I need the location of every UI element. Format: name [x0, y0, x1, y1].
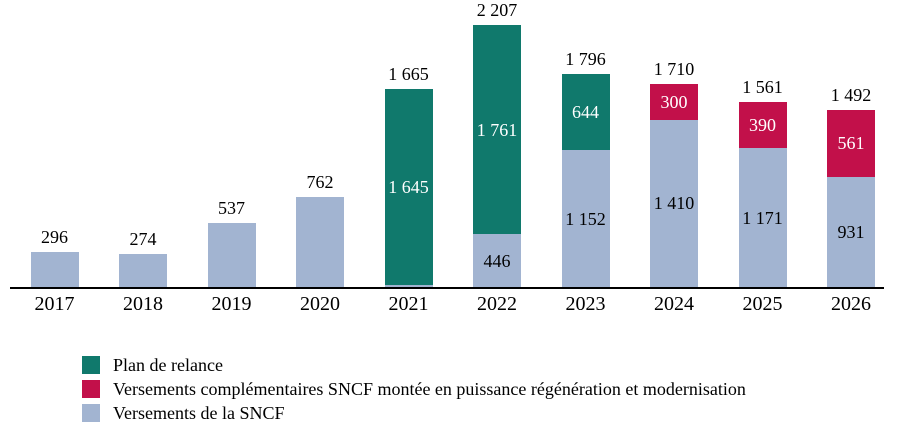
bar-segment: 1 152 [561, 150, 610, 287]
legend-item-versements-sncf: Versements de la SNCF [82, 404, 746, 422]
x-axis-tick-label: 2023 [565, 293, 606, 315]
bar-segment: 1 645 [384, 89, 433, 285]
total-label: 537 [218, 198, 245, 219]
bar-segment: 931 [827, 176, 875, 287]
bar-column-2026: 931 561 1 492 2026 [827, 0, 875, 314]
x-axis-tick-label: 2020 [300, 293, 340, 315]
x-axis-tick-label: 2025 [742, 293, 783, 315]
x-axis-tick-label: 2017 [34, 293, 75, 315]
bar-column-2019: 537 2019 [207, 0, 256, 314]
total-label: 1 710 [653, 59, 695, 80]
legend-item-versements-complementaires: Versements complémentaires SNCF montée e… [82, 380, 746, 398]
bar-segment: 1 761 [473, 25, 521, 235]
plot-area: 296 2017 274 2018 537 2019 762 2020 1 645 1 665 20… [10, 0, 884, 314]
bar-segment [119, 254, 167, 287]
bar-segment [296, 196, 344, 287]
legend-label-versements-complementaires: Versements complémentaires SNCF montée e… [113, 379, 746, 399]
legend-label-plan-de-relance: Plan de relance [113, 355, 223, 375]
total-label: 274 [129, 229, 157, 250]
x-axis-tick-label: 2018 [123, 293, 163, 315]
total-label: 1 561 [742, 76, 783, 97]
total-label: 1 492 [830, 84, 872, 105]
total-label: 762 [306, 171, 334, 192]
bar-segment: 390 [738, 101, 787, 149]
bar-segment: 446 [473, 234, 521, 287]
legend-item-plan-de-relance: Plan de relance [82, 356, 746, 374]
bar-segment: 1 171 [738, 148, 787, 287]
bar-column-2025: 1 171 390 1 561 2025 [738, 0, 787, 314]
legend-swatch-red-icon [82, 380, 100, 398]
bar-column-2020: 762 2020 [296, 0, 344, 314]
bar-segment: 561 [827, 109, 875, 177]
bar-segment: 1 410 [650, 119, 698, 287]
x-axis-tick-label: 2022 [477, 293, 517, 315]
total-label: 296 [41, 226, 68, 247]
legend-swatch-teal-icon [82, 356, 100, 374]
bar-column-2022: 446 1 761 2 207 2022 [473, 0, 521, 314]
total-label: 1 796 [565, 48, 606, 69]
x-axis-tick-label: 2021 [388, 293, 429, 315]
total-label: 1 665 [388, 64, 429, 85]
x-axis-tick-label: 2019 [211, 293, 252, 315]
legend: Plan de relance Versements complémentair… [82, 356, 746, 428]
bar-segment: 300 [650, 84, 698, 120]
legend-label-versements-sncf: Versements de la SNCF [113, 403, 285, 423]
x-axis-tick-label: 2026 [831, 293, 871, 315]
x-axis-line [10, 287, 884, 289]
bar-segment: 644 [561, 73, 610, 151]
bar-column-2023: 1 152 644 1 796 2023 [561, 0, 610, 314]
bar-segment [30, 251, 79, 287]
bar-segment [384, 284, 433, 287]
bar-column-2021: 1 645 1 665 2021 [384, 0, 433, 314]
legend-swatch-gray-icon [82, 404, 100, 422]
bar-column-2024: 1 410 300 1 710 2024 [650, 0, 698, 314]
bar-column-2017: 296 2017 [30, 0, 79, 314]
bar-segment [207, 223, 256, 287]
bar-column-2018: 274 2018 [119, 0, 167, 314]
total-label: 2 207 [476, 0, 518, 21]
x-axis-tick-label: 2024 [654, 293, 694, 315]
